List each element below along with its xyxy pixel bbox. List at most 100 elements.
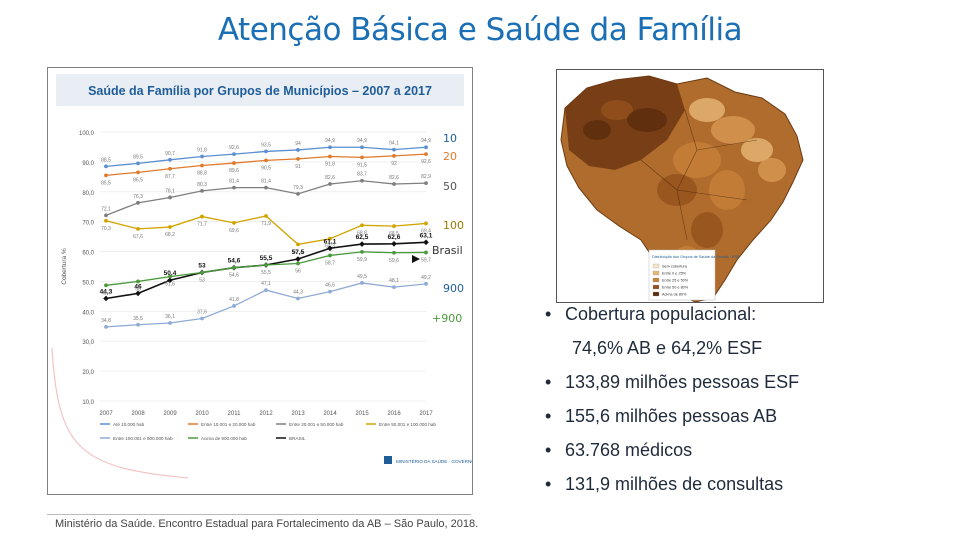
slide-title: Atenção Básica e Saúde da Família — [217, 12, 743, 48]
data-label: 54,6 — [228, 258, 241, 265]
data-point — [136, 170, 140, 175]
map-legend-swatch — [652, 270, 660, 276]
data-point — [392, 154, 396, 158]
data-point — [264, 263, 268, 267]
ministry-logo-text: MINISTÉRIO DA SAÚDE · GOVERNO FEDERAL — [396, 458, 472, 464]
data-label: 91,5 — [357, 162, 367, 168]
map-region-patch — [691, 212, 723, 248]
map-region-borders — [640, 109, 758, 241]
series-group-label: 100 — [443, 219, 464, 232]
legend-label: Entre 50.001 e 100.000 hab — [379, 422, 436, 427]
data-point — [103, 295, 109, 302]
series-group-label: 900 — [443, 282, 464, 295]
data-point — [264, 185, 268, 190]
data-label: 49,2 — [421, 275, 431, 281]
map-region-north — [565, 76, 685, 170]
data-label: 68,5 — [389, 231, 399, 237]
data-label: 80,3 — [197, 182, 207, 188]
bullet-text: 155,6 milhões pessoas AB — [565, 406, 778, 426]
series-group-label: 20 — [443, 150, 457, 163]
y-tick-label: 50,0 — [82, 280, 94, 286]
data-point — [359, 241, 365, 247]
bullet-dot: • — [545, 440, 552, 460]
map-legend-swatch — [652, 291, 660, 297]
map-legend-swatch — [652, 263, 660, 269]
data-label: 35,5 — [133, 316, 143, 322]
data-label: 69,4 — [421, 228, 431, 234]
data-point — [424, 250, 428, 255]
data-point — [232, 220, 236, 225]
data-point — [200, 270, 204, 275]
data-label: 63,1 — [420, 232, 433, 239]
data-label: 46 — [134, 283, 142, 290]
data-point — [167, 277, 173, 284]
y-axis-label: Cobertura % — [61, 248, 68, 285]
data-point — [424, 181, 428, 186]
data-label: 81,4 — [261, 179, 271, 185]
data-label: 90,5 — [261, 165, 271, 171]
data-label: 91 — [295, 164, 301, 170]
data-label: 90,7 — [165, 151, 175, 157]
data-point — [104, 164, 108, 169]
map-region-patch — [601, 100, 633, 120]
data-label: 62,6 — [388, 234, 401, 241]
data-point — [232, 152, 236, 157]
data-point — [360, 281, 364, 285]
data-label: 94,9 — [421, 138, 431, 144]
chart-title-bar — [56, 74, 464, 106]
data-label: 49,5 — [357, 274, 367, 280]
data-label: 55,5 — [260, 255, 273, 262]
bullet-dot: • — [545, 304, 552, 324]
data-label: 94 — [295, 141, 301, 147]
data-label: 71,7 — [197, 222, 207, 228]
data-label: 71,9 — [261, 221, 271, 227]
data-label: 94,9 — [357, 138, 367, 144]
data-label: 92,6 — [421, 159, 431, 165]
data-point — [264, 214, 268, 218]
data-label: 72,1 — [101, 206, 111, 212]
x-tick-label: 2009 — [163, 411, 177, 417]
data-label: 82,6 — [389, 175, 399, 181]
data-point — [136, 200, 140, 205]
x-tick-label: 2010 — [195, 411, 209, 417]
data-point — [360, 178, 364, 183]
data-label: 34,8 — [101, 318, 111, 324]
y-tick-label: 90,0 — [82, 161, 94, 167]
data-point — [104, 213, 108, 218]
data-point — [168, 157, 172, 162]
data-label: 53 — [198, 262, 206, 269]
map-legend-title: Distribuição dos Grupos de Saúde da Famí… — [652, 255, 740, 259]
data-point — [200, 188, 204, 193]
map-region-patch — [709, 170, 745, 210]
map-region-patch — [583, 120, 611, 140]
x-tick-label: 2015 — [355, 411, 369, 417]
data-label: 48,1 — [389, 278, 399, 284]
data-point — [296, 157, 300, 161]
data-label: 56 — [295, 269, 301, 275]
data-point — [264, 149, 268, 154]
data-point — [328, 289, 332, 294]
data-label: 46,6 — [325, 283, 335, 289]
data-point — [168, 166, 172, 171]
bullet-text: 63.768 médicos — [565, 440, 693, 460]
ministry-logo-mark — [384, 456, 392, 464]
data-point — [424, 152, 428, 157]
bullet-text: 131,9 milhões de consultas — [565, 474, 784, 494]
data-point — [168, 225, 172, 229]
brasil-arrow — [412, 255, 420, 263]
x-tick-label: 2011 — [228, 411, 242, 417]
data-label: 68,8 — [357, 230, 367, 236]
map-legend-label: Entre 25 e 50% — [662, 279, 689, 283]
data-point — [264, 158, 268, 163]
map-legend-label: Entre 50 e 80% — [662, 286, 689, 290]
data-point — [360, 223, 364, 228]
map-region-patch — [689, 98, 725, 122]
data-point — [296, 242, 300, 247]
data-point — [328, 253, 332, 258]
data-point — [392, 224, 396, 229]
data-point — [391, 240, 397, 247]
decorative-curve — [51, 347, 189, 479]
data-point — [168, 195, 172, 200]
data-point — [136, 279, 140, 284]
data-label: 82,9 — [421, 174, 431, 180]
